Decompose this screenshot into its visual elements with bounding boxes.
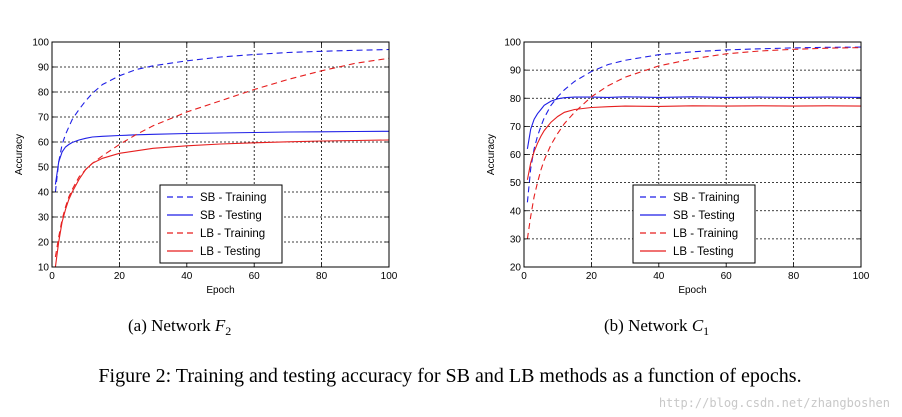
subcaption-a: (a) Network F2 [128, 316, 231, 338]
y-tick-label: 60 [510, 150, 522, 161]
y-tick-label: 20 [38, 238, 50, 249]
x-axis-label: Epoch [678, 285, 706, 296]
x-tick-label: 0 [521, 271, 527, 282]
series-line-lb-training [54, 57, 390, 258]
x-tick-label: 60 [249, 271, 261, 282]
y-tick-label: 10 [38, 263, 50, 274]
series-line-lb-training [526, 47, 862, 239]
x-tick-label: 0 [49, 271, 55, 282]
chart-network-c1: 0 20 40 60 80 1002030405060708090100EpochAccu… [486, 38, 870, 297]
x-tick-label: 20 [114, 271, 126, 282]
y-tick-label: 80 [510, 94, 522, 105]
figure-caption: Figure 2: Training and testing accuracy … [98, 365, 801, 387]
legend-label: SB - Training [200, 192, 266, 204]
series-line-sb-testing [54, 130, 390, 185]
y-tick-label: 20 [510, 263, 522, 274]
plot-frame [51, 41, 390, 268]
legend-box [632, 184, 756, 264]
x-tick-label: 20 [586, 271, 598, 282]
y-axis-label: Accuracy [486, 134, 497, 175]
y-tick-label: 30 [38, 213, 50, 224]
legend-label: LB - Training [200, 228, 265, 240]
legend-box [159, 184, 283, 264]
series-line-sb-testing [526, 96, 862, 149]
y-tick-label: 40 [510, 206, 522, 217]
y-tick-label: 80 [38, 88, 50, 99]
legend-label: LB - Testing [673, 246, 734, 258]
subcaption-b: (b) Network C1 [604, 316, 709, 338]
x-tick-label: 80 [788, 271, 800, 282]
y-axis-label: Accuracy [14, 134, 25, 175]
y-tick-label: 50 [38, 163, 50, 174]
legend-label: SB - Training [673, 192, 739, 204]
x-axis-label: Epoch [206, 285, 234, 296]
x-tick-label: 100 [381, 271, 398, 282]
y-tick-label: 50 [510, 178, 522, 189]
legend-label: SB - Testing [673, 210, 735, 222]
chart-network-f2: 0 20 40 60 80 100 10 20 30 40 50 60 70 80 90 100 Epoch Ac… [14, 38, 398, 297]
x-tick-label: 40 [653, 271, 665, 282]
x-tick-label: 60 [721, 271, 733, 282]
legend-label: SB - Testing [200, 210, 262, 222]
series-line-sb-training [54, 48, 390, 193]
legend-label: LB - Training [673, 228, 738, 240]
y-tick-label: 70 [38, 113, 50, 124]
y-tick-label: 30 [510, 234, 522, 245]
y-tick-label: 40 [38, 188, 50, 199]
x-tick-label: 40 [181, 271, 193, 282]
watermark: http://blog.csdn.net/zhangboshen [659, 396, 890, 410]
x-tick-label: 100 [853, 271, 870, 282]
y-tick-label: 60 [38, 138, 50, 149]
y-tick-label: 90 [510, 66, 522, 77]
y-tick-label: 100 [504, 38, 521, 49]
legend-label: LB - Testing [200, 246, 261, 258]
series-line-sb-training [526, 46, 862, 203]
series-line-lb-testing [54, 139, 390, 268]
y-tick-label: 70 [510, 122, 522, 133]
y-tick-label: 100 [32, 38, 49, 49]
series-line-lb-testing [526, 105, 862, 180]
y-tick-label: 90 [38, 63, 50, 74]
x-tick-label: 80 [316, 271, 328, 282]
